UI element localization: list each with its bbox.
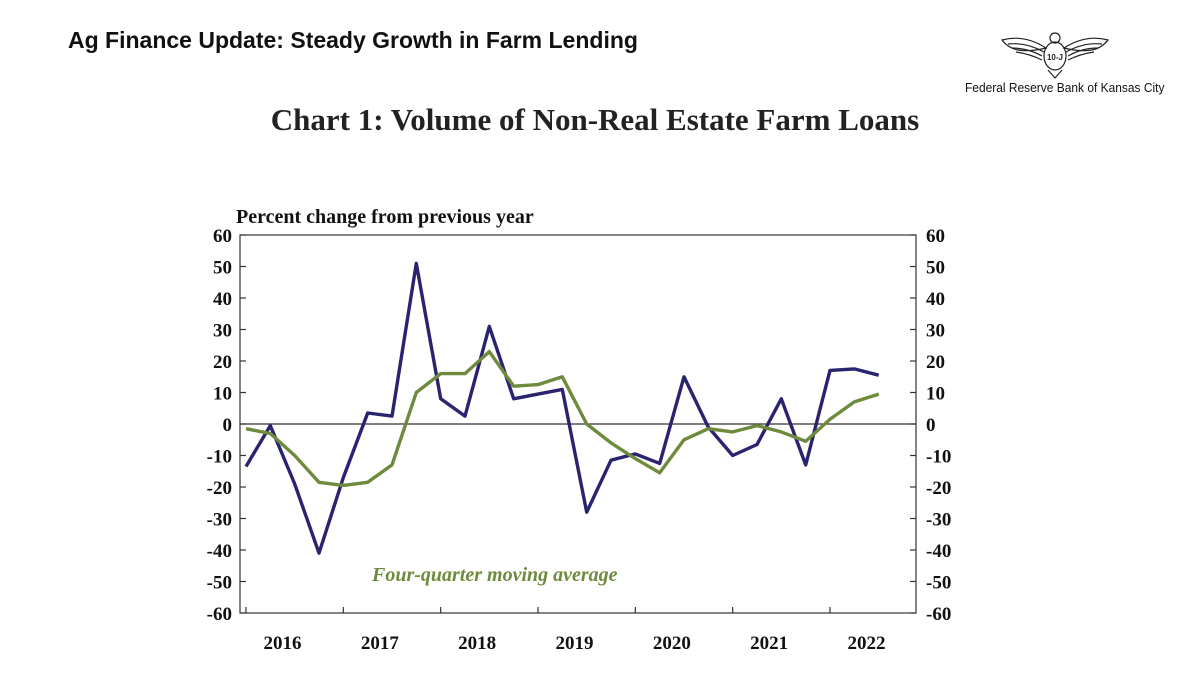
eagle-logo-icon: 10-J bbox=[1000, 32, 1110, 79]
right-y-tick-label: 0 bbox=[926, 415, 936, 436]
right-y-tick-label: 30 bbox=[926, 321, 945, 342]
left-y-tick-label: 40 bbox=[213, 289, 232, 310]
x-tick-label: 2020 bbox=[653, 633, 691, 654]
left-y-tick-label: -10 bbox=[207, 447, 232, 468]
x-axis: 2016 2017 2018 2019 2020 2021 2022 bbox=[245, 607, 886, 654]
x-tick-label: 2016 bbox=[264, 633, 302, 654]
quarterly-series-line bbox=[244, 261, 880, 555]
left-y-tick-label: -40 bbox=[207, 541, 232, 562]
left-y-tick-label: -20 bbox=[207, 478, 232, 499]
logo-seal-text: 10-J bbox=[1047, 53, 1063, 62]
y-axis-label: Percent change from previous year bbox=[236, 206, 534, 228]
left-y-tick-label: -60 bbox=[207, 604, 232, 625]
right-y-tick-label: -20 bbox=[926, 478, 951, 499]
page-title: Ag Finance Update: Steady Growth in Farm… bbox=[68, 27, 638, 53]
right-y-tick-label: 60 bbox=[926, 226, 945, 247]
x-tick-label: 2022 bbox=[848, 633, 886, 654]
right-y-tick-label: 10 bbox=[926, 384, 945, 405]
right-y-tick-label: 50 bbox=[926, 258, 945, 279]
right-y-tick-label: 20 bbox=[926, 352, 945, 373]
left-y-tick-label: -50 bbox=[207, 573, 232, 594]
left-y-tick-label: -30 bbox=[207, 510, 232, 531]
left-y-tick-label: 0 bbox=[223, 415, 233, 436]
moving-average-series-line bbox=[245, 349, 880, 488]
left-y-tick-label: 20 bbox=[213, 352, 232, 373]
right-y-tick-label: -40 bbox=[926, 541, 951, 562]
right-y-tick-label: 40 bbox=[926, 289, 945, 310]
right-y-tick-label: -30 bbox=[926, 510, 951, 531]
right-y-tick-label: -50 bbox=[926, 573, 951, 594]
x-tick-label: 2021 bbox=[750, 633, 788, 654]
left-y-axis: 60 50 40 30 20 10 0 -10 -20 -30 -40 -50 -60 bbox=[207, 226, 246, 625]
left-y-tick-label: 10 bbox=[213, 384, 232, 405]
right-y-tick-label: -10 bbox=[926, 447, 951, 468]
moving-average-annotation: Four-quarter moving average bbox=[371, 564, 618, 586]
logo-text: Federal Reserve Bank of Kansas City bbox=[965, 80, 1165, 95]
right-y-axis: 60 50 40 30 20 10 0 -10 -20 -30 -40 -50 -60 bbox=[910, 226, 951, 625]
right-y-tick-label: -60 bbox=[926, 604, 951, 625]
x-tick-label: 2017 bbox=[361, 633, 400, 654]
chart-title: Chart 1: Volume of Non-Real Estate Farm … bbox=[270, 102, 920, 137]
left-y-tick-label: 30 bbox=[213, 321, 232, 342]
x-tick-label: 2018 bbox=[458, 633, 496, 654]
left-y-tick-label: 50 bbox=[213, 258, 232, 279]
x-tick-label: 2019 bbox=[556, 633, 594, 654]
left-y-tick-label: 60 bbox=[213, 226, 232, 247]
